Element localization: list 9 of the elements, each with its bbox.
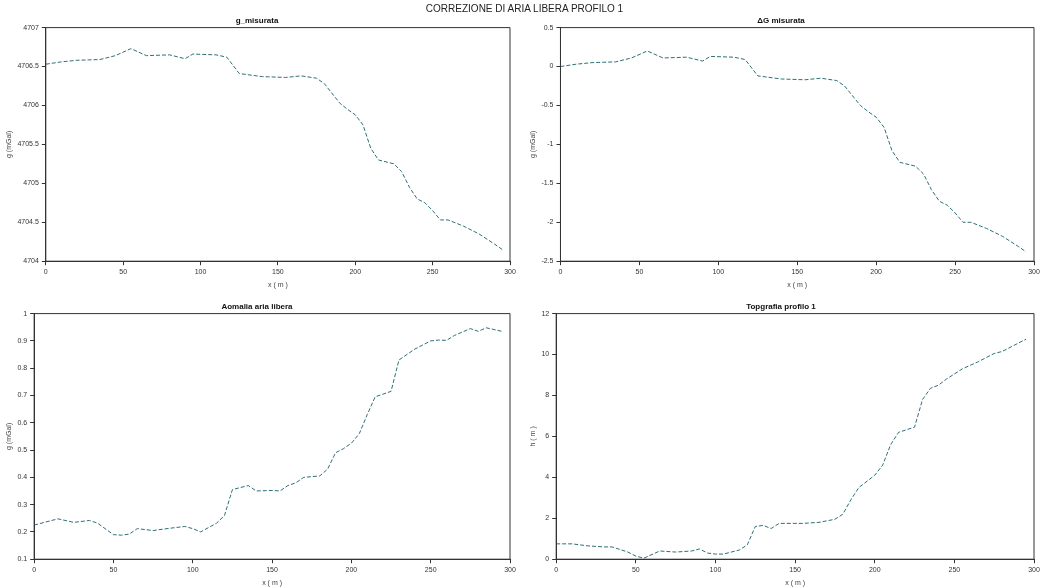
chart-title: ΔG misurata bbox=[757, 16, 806, 25]
line-series bbox=[34, 327, 503, 536]
text: CORREZIONE DI ARIA LIBERA PROFILO 1 bbox=[424, 3, 625, 14]
line-series bbox=[560, 50, 1027, 253]
chart-title: g_misurata bbox=[235, 16, 279, 25]
chart-title: Aomalia aria libera bbox=[221, 302, 294, 311]
line-series bbox=[45, 48, 503, 251]
chart-title: Topgrafia profilo 1 bbox=[746, 302, 817, 311]
line-series bbox=[556, 338, 1027, 559]
